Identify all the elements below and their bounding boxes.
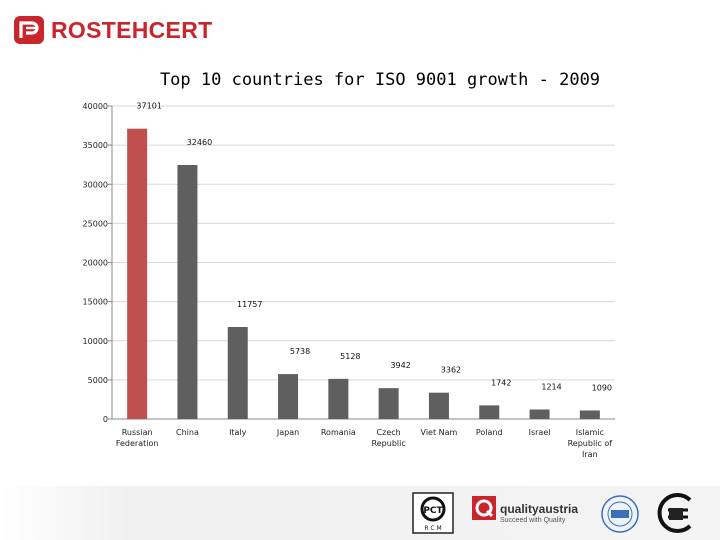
bar xyxy=(529,409,550,419)
y-tick-label: 35000 xyxy=(83,141,108,150)
y-tick-label: 0 xyxy=(103,415,108,424)
data-label: 37101 xyxy=(136,102,161,111)
y-tick-label: 40000 xyxy=(83,102,108,111)
svg-text:R C M: R C M xyxy=(424,525,441,532)
quality-austria-name: qualityaustria xyxy=(500,502,579,516)
quality-austria-slogan: Succeed with Quality xyxy=(500,517,566,524)
bar xyxy=(127,128,148,419)
bar xyxy=(428,392,449,419)
data-label: 5128 xyxy=(340,352,360,361)
bar xyxy=(177,165,198,419)
data-label: 1090 xyxy=(592,383,612,392)
brand-name: ROSTEHCERT xyxy=(51,16,213,43)
data-label: 1214 xyxy=(541,383,561,392)
y-tick-label: 30000 xyxy=(83,180,108,189)
data-label: 1742 xyxy=(491,378,511,387)
bar xyxy=(579,410,600,419)
quality-austria-logo-icon xyxy=(472,496,496,520)
data-label: 5738 xyxy=(290,347,310,356)
y-tick-label: 10000 xyxy=(83,337,108,346)
bar-chart: 0 5000 10000 15000 20000 25000 30000 35000 40000… xyxy=(83,102,615,459)
bar xyxy=(328,378,349,419)
svg-text:РСТ: РСТ xyxy=(423,506,443,516)
bar xyxy=(278,374,299,419)
footer-band xyxy=(0,486,720,540)
x-tick-label: Israel xyxy=(529,428,551,437)
brand-logo: ROSTEHCERT xyxy=(12,14,212,46)
x-tick-label: Romania xyxy=(321,428,356,437)
rostehcert-logo-icon xyxy=(14,16,44,44)
x-tick-label: Russian Federation xyxy=(116,428,159,448)
y-tick-label: 25000 xyxy=(83,219,108,228)
x-tick-label: Italy xyxy=(229,428,247,437)
quality-austria-text: qualityaustria Succeed with Quality xyxy=(500,502,578,524)
x-tick-label: Viet Nam xyxy=(421,428,458,437)
data-label: 3362 xyxy=(441,366,461,375)
chart-title: Top 10 countries for ISO 9001 growth - 2… xyxy=(159,70,601,90)
certification-seal-logo-icon xyxy=(601,495,639,533)
data-label: 3942 xyxy=(390,361,410,370)
data-label: 11757 xyxy=(237,300,262,309)
circle-c-certification-logo-icon xyxy=(657,493,692,533)
data-label: 32460 xyxy=(187,138,212,147)
bar xyxy=(227,327,248,419)
y-tick-label: 5000 xyxy=(88,376,108,385)
bar xyxy=(479,405,500,419)
x-tick-label: Islamic Republic of Iran xyxy=(568,428,613,459)
x-tick-label: Japan xyxy=(276,428,299,437)
y-tick-label: 20000 xyxy=(83,259,108,268)
gost-r-certification-logo-icon: РСТ R C M xyxy=(412,492,454,534)
bar xyxy=(378,388,399,419)
x-tick-label: Czech Republic xyxy=(372,428,406,448)
y-tick-label: 15000 xyxy=(83,298,108,307)
x-tick-label: Poland xyxy=(476,428,503,437)
x-tick-label: China xyxy=(176,428,199,437)
